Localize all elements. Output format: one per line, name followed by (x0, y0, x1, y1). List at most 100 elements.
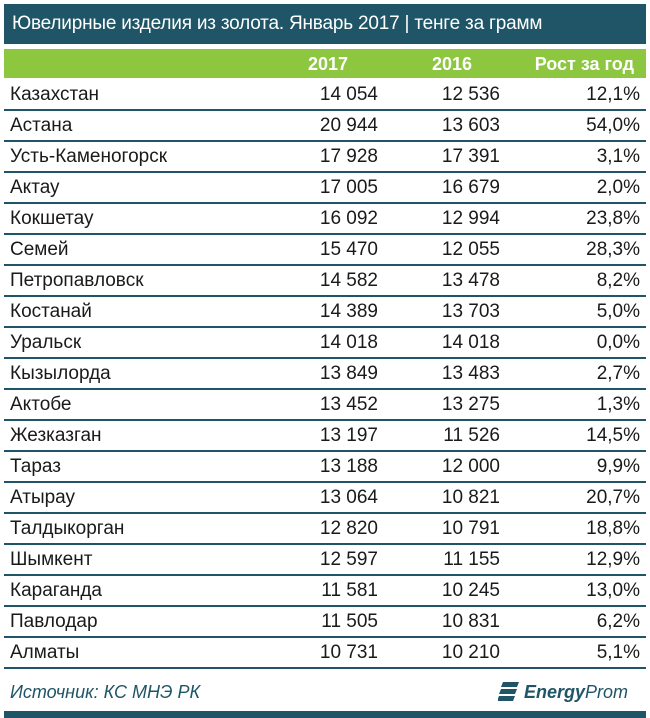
growth-cell: 14,5% (586, 425, 640, 446)
city-cell: Павлодар (10, 611, 98, 632)
value-2017-cell: 20 944 (319, 115, 378, 136)
value-2017-cell: 17 928 (319, 146, 378, 167)
value-2017-cell: 11 581 (321, 580, 378, 601)
value-2016-cell: 10 821 (441, 487, 500, 508)
value-2017-cell: 16 092 (319, 208, 378, 229)
city-cell: Петропавловск (10, 270, 144, 291)
growth-cell: 23,8% (586, 208, 640, 229)
growth-cell: 5,0% (596, 301, 640, 322)
growth-cell: 13,0% (586, 580, 640, 601)
growth-cell: 54,0% (586, 115, 640, 136)
bottom-bar (4, 711, 646, 718)
growth-cell: 20,7% (586, 487, 640, 508)
city-cell: Усть-Каменогорск (10, 146, 168, 167)
city-cell: Жезказган (10, 425, 102, 446)
city-cell: Казахстан (10, 84, 100, 105)
value-2017-cell: 14 582 (319, 270, 378, 291)
value-2016-cell: 10 245 (441, 580, 500, 601)
value-2017-cell: 14 389 (319, 301, 378, 322)
value-2017-cell: 13 452 (319, 394, 378, 415)
city-cell: Актобе (10, 394, 72, 415)
value-2017-cell: 17 005 (319, 177, 378, 198)
table-row: Караганда 11 581 10 245 13,0% (4, 576, 646, 607)
column-header-2016: 2016 (431, 54, 472, 74)
growth-cell: 12,1% (586, 84, 640, 105)
value-2017-cell: 11 505 (321, 611, 378, 632)
table-row: Шымкент 12 597 11 155 12,9% (4, 545, 646, 576)
value-2017-cell: 13 064 (319, 487, 378, 508)
growth-cell: 2,7% (596, 363, 640, 384)
growth-cell: 12,9% (586, 549, 640, 570)
table-row: Павлодар 11 505 10 831 6,2% (4, 607, 646, 638)
value-2016-cell: 10 791 (441, 518, 500, 539)
value-2017-cell: 10 731 (319, 642, 378, 663)
table-row: Кызылорда 13 849 13 483 2,7% (4, 359, 646, 390)
table-row: Атырау 13 064 10 821 20,7% (4, 483, 646, 514)
value-2017-cell: 12 820 (319, 518, 378, 539)
table-row: Алматы 10 731 10 210 5,1% (4, 638, 646, 669)
value-2017-cell: 13 849 (319, 363, 378, 384)
table-row: Астана 20 944 13 603 54,0% (4, 111, 646, 142)
growth-cell: 3,1% (596, 146, 640, 167)
value-2017-cell: 13 188 (319, 456, 378, 477)
value-2016-cell: 12 000 (441, 456, 500, 477)
city-cell: Тараз (10, 456, 61, 477)
city-cell: Семей (10, 239, 69, 260)
table-row: Кокшетау 16 092 12 994 23,8% (4, 204, 646, 235)
table-row: Жезказган 13 197 11 526 14,5% (4, 421, 646, 452)
column-header-2017: 2017 (307, 54, 348, 74)
growth-cell: 18,8% (586, 518, 640, 539)
table-row: Петропавловск 14 582 13 478 8,2% (4, 266, 646, 297)
value-2016-cell: 12 994 (441, 208, 500, 229)
table-row: Тараз 13 188 12 000 9,9% (4, 452, 646, 483)
logo-text-bold: Energy (523, 681, 585, 702)
value-2017-cell: 15 470 (319, 239, 378, 260)
value-2016-cell: 17 391 (441, 146, 500, 167)
table-row: Казахстан 14 054 12 536 12,1% (4, 80, 646, 111)
growth-cell: 9,9% (596, 456, 640, 477)
value-2016-cell: 13 703 (441, 301, 500, 322)
growth-cell: 0,0% (596, 332, 640, 353)
column-header-growth: Рост за год (534, 54, 634, 74)
city-cell: Атырау (10, 487, 76, 508)
table-row: Актобе 13 452 13 275 1,3% (4, 390, 646, 421)
value-2016-cell: 10 210 (441, 642, 500, 663)
growth-cell: 28,3% (586, 239, 640, 260)
value-2016-cell: 16 679 (441, 177, 500, 198)
growth-cell: 6,2% (596, 611, 640, 632)
value-2017-cell: 14 018 (319, 332, 378, 353)
table-row: Талдыкорган 12 820 10 791 18,8% (4, 514, 646, 545)
energyprom-logo: EnergyProm (497, 678, 628, 706)
city-cell: Кокшетау (10, 208, 94, 229)
city-cell: Алматы (10, 642, 80, 663)
value-2016-cell: 13 603 (441, 115, 500, 136)
value-2017-cell: 14 054 (319, 84, 378, 105)
city-cell: Актау (10, 177, 60, 198)
energyprom-logo-icon (497, 682, 519, 701)
value-2017-cell: 13 197 (319, 425, 378, 446)
value-2016-cell: 11 526 (443, 425, 500, 446)
city-cell: Талдыкорган (10, 518, 125, 539)
table-row: Актау 17 005 16 679 2,0% (4, 173, 646, 204)
source-note: Источник: КС МНЭ РК (10, 682, 201, 702)
table-body: Казахстан 14 054 12 536 12,1% Астана 20 944 13… (4, 80, 646, 669)
city-cell: Астана (10, 115, 73, 136)
logo-text-rest: Prom (584, 681, 628, 702)
column-header-row: 2017 2016 Рост за год (4, 49, 646, 78)
value-2016-cell: 11 155 (443, 549, 500, 570)
value-2017-cell: 12 597 (319, 549, 378, 570)
table-row: Уральск 14 018 14 018 0,0% (4, 328, 646, 359)
value-2016-cell: 13 483 (441, 363, 500, 384)
value-2016-cell: 12 055 (441, 239, 500, 260)
city-cell: Шымкент (10, 549, 93, 570)
value-2016-cell: 13 275 (441, 394, 500, 415)
growth-cell: 5,1% (596, 642, 640, 663)
logo-text: EnergyProm (524, 682, 628, 703)
growth-cell: 1,3% (596, 394, 640, 415)
city-cell: Караганда (10, 580, 102, 601)
table-title: Ювелирные изделия из золота. Январь 2017… (4, 4, 646, 44)
city-cell: Кызылорда (10, 363, 111, 384)
growth-cell: 2,0% (596, 177, 640, 198)
table-row: Семей 15 470 12 055 28,3% (4, 235, 646, 266)
city-cell: Костанай (10, 301, 92, 322)
